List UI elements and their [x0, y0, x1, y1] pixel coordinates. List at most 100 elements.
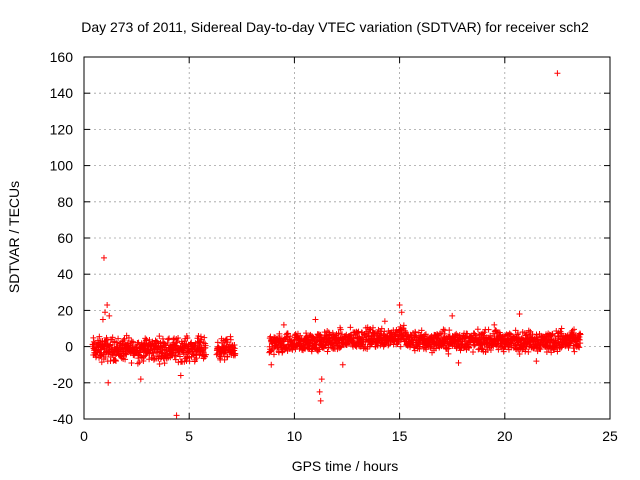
data-point: [500, 348, 507, 355]
data-point: [571, 326, 578, 333]
chart-title: Day 273 of 2011, Sidereal Day-to-day VTE…: [81, 19, 589, 35]
y-tick-label: 120: [50, 121, 74, 137]
data-point: [543, 349, 550, 356]
data-point: [347, 324, 354, 331]
data-point: [318, 376, 325, 383]
data-point: [397, 343, 404, 350]
data-point: [122, 356, 129, 363]
y-tick-label: 100: [50, 158, 74, 174]
data-point: [481, 329, 488, 336]
data-point: [137, 376, 144, 383]
data-point: [165, 336, 172, 343]
data-point: [184, 334, 191, 341]
data-point: [100, 254, 107, 261]
data-points: [89, 70, 584, 419]
data-point: [441, 330, 448, 337]
data-point: [231, 345, 238, 352]
data-point: [203, 351, 210, 358]
data-point: [221, 356, 228, 363]
x-tick-label: 10: [287, 428, 303, 444]
grid-lines: [84, 57, 610, 419]
data-point: [104, 301, 111, 308]
data-point: [202, 342, 209, 349]
data-point: [449, 312, 456, 319]
data-point: [150, 356, 157, 363]
data-point: [161, 360, 168, 367]
x-tick-label: 0: [80, 428, 88, 444]
data-point: [163, 355, 170, 362]
data-point: [337, 326, 344, 333]
x-tick-label: 25: [602, 428, 618, 444]
data-point: [446, 327, 453, 334]
data-point: [398, 309, 405, 316]
data-point: [171, 353, 178, 360]
data-point: [355, 328, 362, 335]
data-point: [130, 338, 137, 345]
data-point: [128, 360, 135, 367]
y-tick-label: 80: [57, 194, 73, 210]
data-point: [522, 346, 529, 353]
data-point: [123, 351, 130, 358]
data-point: [120, 337, 127, 344]
data-point: [312, 316, 319, 323]
data-point: [98, 359, 105, 366]
data-point: [514, 330, 521, 337]
data-point: [466, 344, 473, 351]
data-point: [287, 333, 294, 340]
data-point: [470, 349, 477, 356]
data-point: [193, 355, 200, 362]
data-point: [230, 344, 237, 351]
data-point: [176, 353, 183, 360]
data-point: [177, 372, 184, 379]
data-point: [99, 316, 106, 323]
data-point: [571, 348, 578, 355]
data-point: [308, 348, 315, 355]
data-point: [495, 346, 502, 353]
y-tick-label: 140: [50, 85, 74, 101]
data-point: [106, 312, 113, 319]
data-point: [156, 361, 163, 368]
data-point: [105, 379, 112, 386]
data-point: [141, 353, 148, 360]
plot-frame: [83, 56, 611, 420]
y-tick-label: 40: [57, 266, 73, 282]
data-point: [556, 345, 563, 352]
data-point: [136, 359, 143, 366]
data-point: [558, 325, 565, 332]
data-point: [125, 334, 132, 341]
data-point: [369, 324, 376, 331]
data-point: [113, 339, 120, 346]
data-point: [440, 326, 447, 333]
data-point: [317, 397, 324, 404]
data-point: [157, 339, 164, 346]
data-point: [485, 326, 492, 333]
data-point: [186, 358, 193, 365]
data-point: [232, 350, 239, 357]
data-point: [314, 347, 321, 354]
data-point: [316, 332, 323, 339]
data-point: [337, 344, 344, 351]
data-point: [455, 359, 462, 366]
data-point: [102, 354, 109, 361]
data-point: [339, 361, 346, 368]
data-point: [505, 343, 512, 350]
data-point: [445, 350, 452, 357]
x-tick-label: 5: [185, 428, 193, 444]
data-point: [427, 344, 434, 351]
data-point: [303, 330, 310, 337]
data-point: [554, 70, 561, 77]
data-point: [533, 358, 540, 365]
y-tick-label: -40: [53, 411, 73, 427]
data-point: [378, 325, 385, 332]
data-point: [112, 357, 119, 364]
data-point: [172, 352, 179, 359]
data-point: [175, 335, 182, 342]
x-axis-label: GPS time / hours: [292, 458, 399, 474]
data-point: [267, 333, 274, 340]
data-point: [140, 358, 147, 365]
data-point: [224, 353, 231, 360]
data-point: [576, 344, 583, 351]
data-point: [396, 301, 403, 308]
data-point: [397, 323, 404, 330]
